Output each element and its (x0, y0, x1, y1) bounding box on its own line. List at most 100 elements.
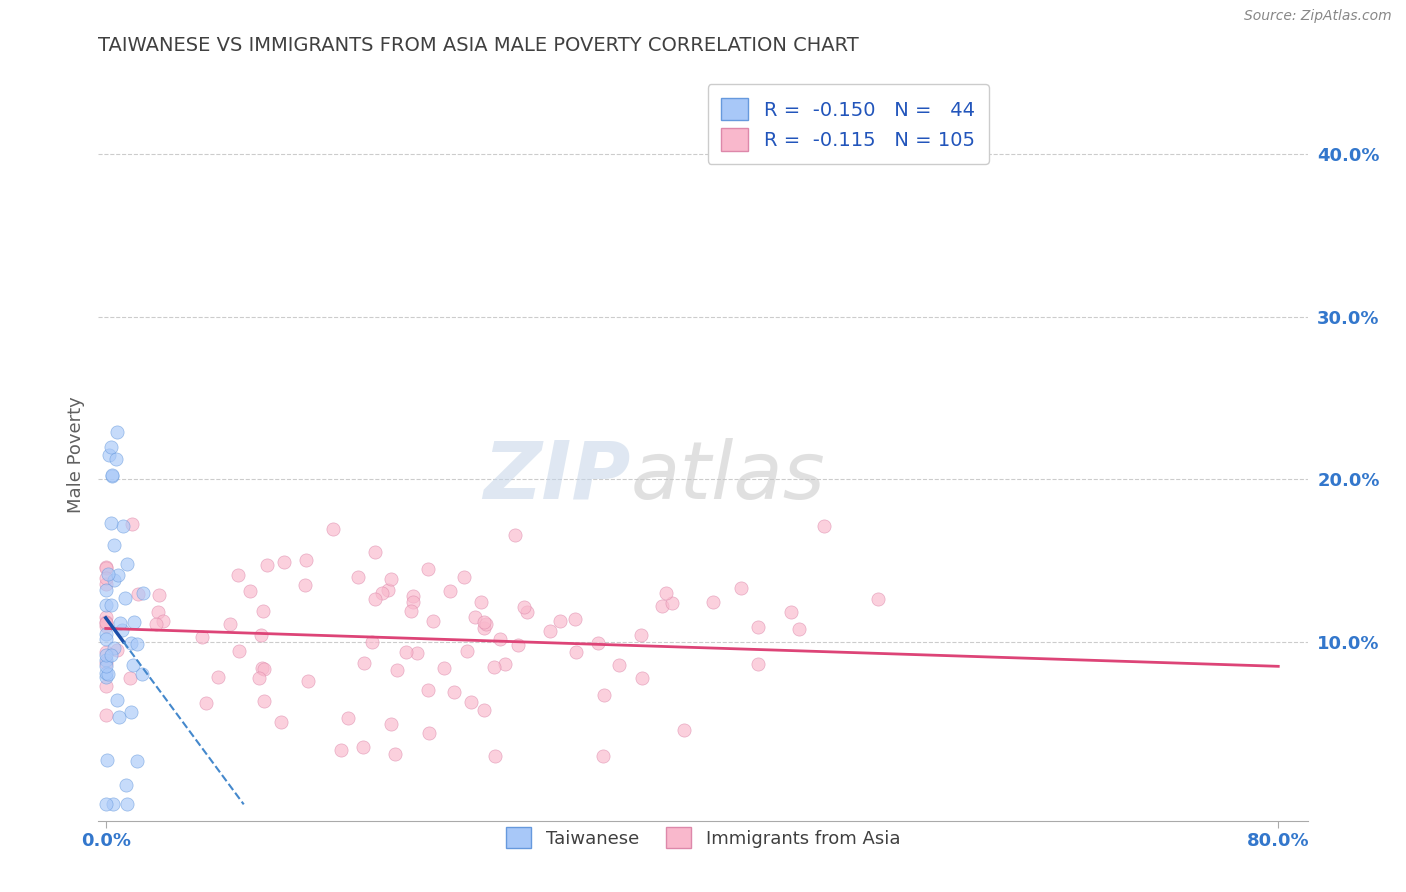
Point (273, 555, 295, 569)
Point (115, 778, 138, 792)
Point (352, 739, 374, 754)
Point (191, 630, 214, 644)
Legend: Taiwanese, Immigrants from Asia: Taiwanese, Immigrants from Asia (499, 821, 907, 855)
Point (94, 571, 117, 585)
Point (406, 646, 429, 660)
Point (125, 754, 148, 768)
Point (247, 671, 270, 685)
Point (218, 617, 240, 632)
Point (132, 585, 155, 599)
Point (152, 614, 174, 628)
Point (94, 560, 117, 574)
Point (631, 671, 654, 685)
Point (399, 605, 422, 619)
Point (115, 558, 138, 572)
Point (108, 710, 131, 724)
Point (297, 673, 319, 688)
Point (94, 679, 117, 693)
Point (464, 610, 486, 624)
Point (294, 553, 316, 567)
Point (207, 670, 229, 684)
Point (148, 588, 170, 602)
Point (813, 519, 835, 533)
Y-axis label: Male Poverty: Male Poverty (66, 397, 84, 513)
Point (122, 615, 145, 629)
Point (512, 599, 534, 614)
Point (97, 667, 120, 681)
Point (747, 657, 769, 671)
Point (96, 753, 118, 767)
Point (661, 595, 683, 609)
Point (474, 621, 496, 635)
Point (100, 516, 122, 530)
Point (94, 577, 117, 591)
Point (651, 599, 673, 614)
Point (115, 797, 138, 812)
Point (364, 544, 387, 558)
Point (433, 661, 456, 675)
Point (866, 592, 889, 607)
Point (484, 748, 506, 763)
Point (226, 568, 249, 582)
Text: atlas: atlas (630, 438, 825, 516)
Point (94, 615, 117, 629)
Point (94, 707, 117, 722)
Point (105, 642, 128, 657)
Point (250, 628, 273, 642)
Point (747, 620, 769, 634)
Point (630, 628, 652, 642)
Point (422, 614, 444, 628)
Point (380, 572, 402, 586)
Point (789, 622, 811, 636)
Point (94, 559, 117, 574)
Point (256, 558, 278, 573)
Point (228, 644, 250, 658)
Point (395, 645, 418, 659)
Point (252, 604, 274, 618)
Point (103, 640, 125, 655)
Point (94, 598, 117, 612)
Point (94, 619, 117, 633)
Point (439, 584, 461, 599)
Point (122, 658, 145, 673)
Point (322, 522, 344, 536)
Point (453, 570, 475, 584)
Point (472, 615, 495, 629)
Point (94, 645, 117, 659)
Point (239, 584, 262, 599)
Point (294, 578, 316, 592)
Point (94, 627, 117, 641)
Point (94, 653, 117, 667)
Point (94, 666, 117, 681)
Point (105, 452, 128, 467)
Point (105, 425, 128, 439)
Point (702, 595, 724, 609)
Point (94, 657, 117, 671)
Point (377, 582, 399, 597)
Point (779, 606, 801, 620)
Point (380, 716, 402, 731)
Point (107, 568, 129, 582)
Point (101, 467, 124, 482)
Point (131, 667, 153, 681)
Point (456, 644, 478, 658)
Point (353, 656, 375, 670)
Point (97, 566, 120, 581)
Point (347, 570, 370, 584)
Point (94, 582, 117, 597)
Point (145, 616, 167, 631)
Point (250, 661, 273, 675)
Point (673, 723, 696, 738)
Point (538, 624, 561, 639)
Point (120, 671, 142, 685)
Point (494, 657, 516, 671)
Point (127, 587, 149, 601)
Point (489, 632, 512, 646)
Point (146, 605, 169, 619)
Point (370, 586, 392, 600)
Point (565, 645, 588, 659)
Point (121, 636, 143, 650)
Point (385, 663, 408, 677)
Point (655, 586, 678, 600)
Point (402, 595, 425, 609)
